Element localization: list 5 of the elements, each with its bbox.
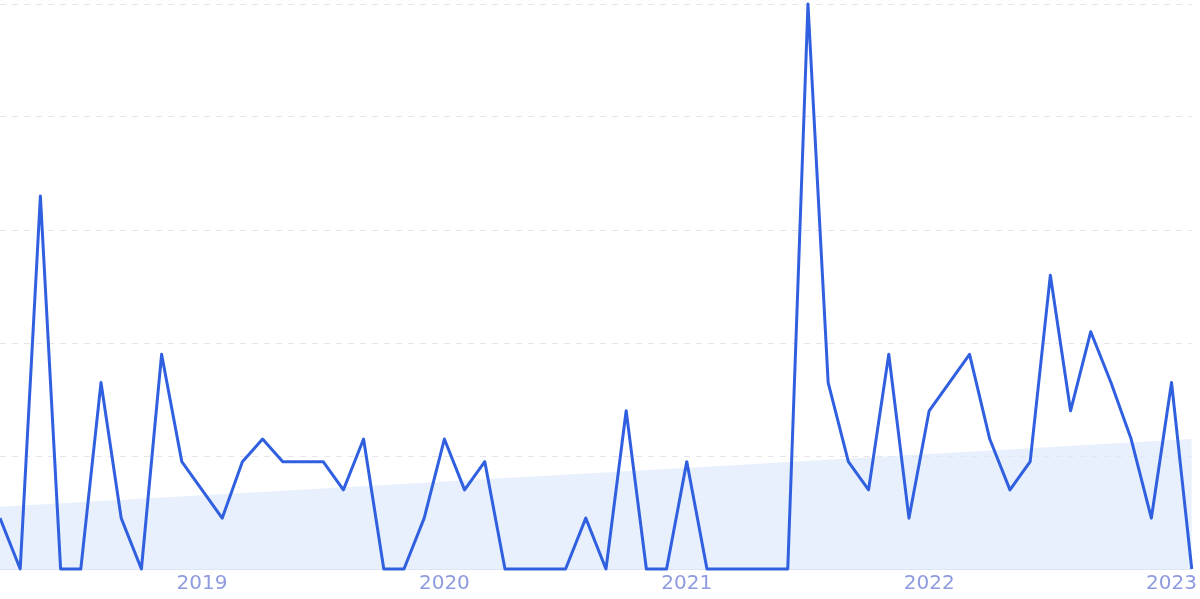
x-tick-label: 2020 [418, 570, 470, 595]
x-tick-label: 2023 [1146, 570, 1197, 595]
x-tick-label: 2021 [661, 570, 713, 595]
x-tick-label: 2022 [903, 570, 955, 595]
x-tick-label: 2019 [176, 570, 228, 595]
